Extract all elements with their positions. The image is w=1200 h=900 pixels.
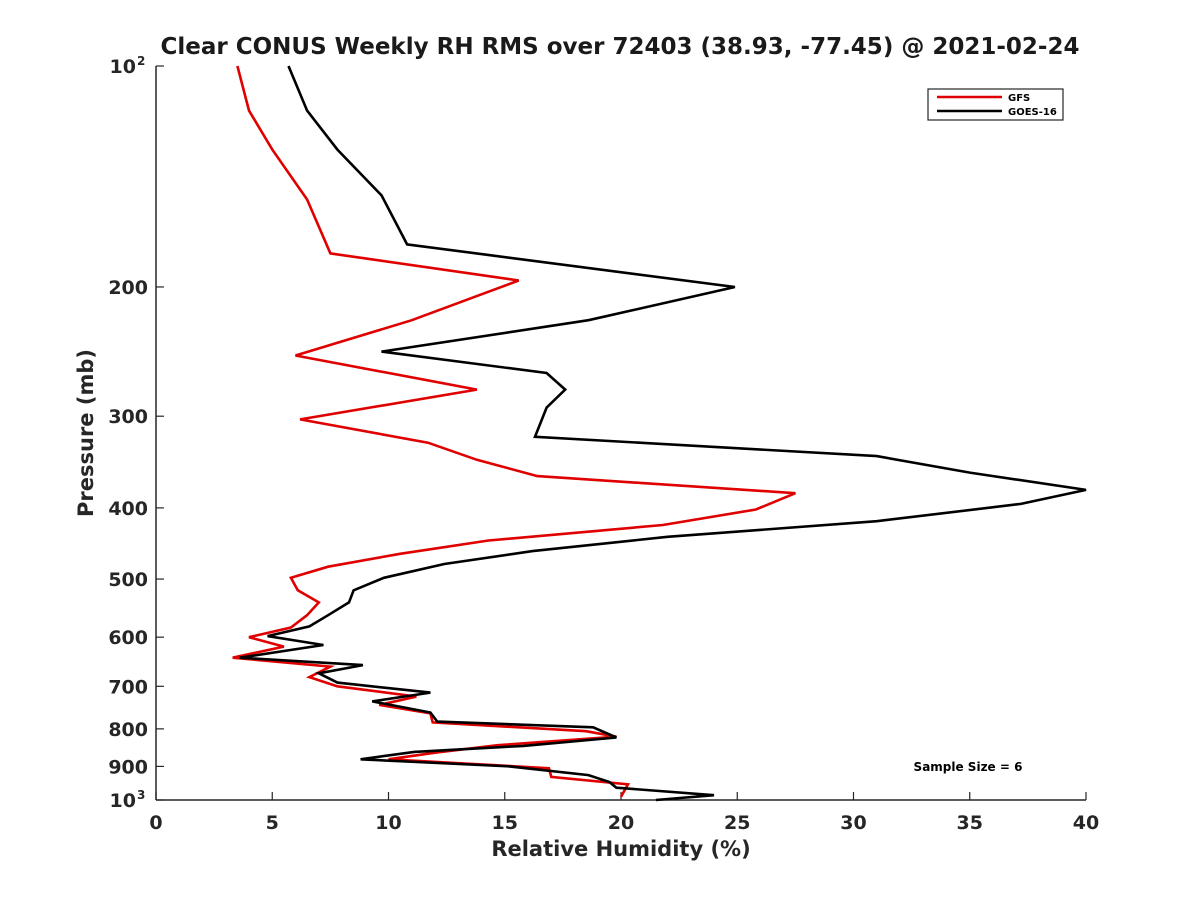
series-line-goes-16 [239, 65, 1087, 802]
legend-label: GFS [1008, 93, 1030, 104]
y-tick-label: 200 [108, 277, 148, 299]
x-tick-label: 5 [266, 812, 279, 834]
x-axis-label: Relative Humidity (%) [491, 837, 750, 861]
y-tick-label: 300 [108, 406, 148, 428]
x-tick-label: 20 [608, 812, 634, 834]
y-tick-label: 700 [108, 676, 148, 698]
y-tick-label: 10 [110, 790, 136, 812]
x-tick-label: 30 [840, 812, 866, 834]
chart-title: Clear CONUS Weekly RH RMS over 72403 (38… [161, 34, 1080, 60]
sample-size-annotation: Sample Size = 6 [914, 760, 1023, 774]
legend-label: GOES-16 [1008, 107, 1057, 118]
y-tick-label: 10 [110, 56, 136, 78]
y-tick-label: 800 [108, 719, 148, 741]
y-tick-label: 400 [108, 498, 148, 520]
x-tick-label: 25 [724, 812, 750, 834]
plot-area: 0 5 10 15 20 25 30 35 40 10 220030040050060070080… [108, 54, 1099, 834]
y-tick-exponent: 3 [137, 788, 145, 802]
series-lines [232, 65, 1087, 802]
legend: GFS GOES-16 [927, 88, 1064, 121]
x-ticks: 0 5 10 15 20 25 30 35 40 [149, 792, 1099, 834]
legend-entries: GFS GOES-16 [937, 93, 1057, 118]
y-axis-label: Pressure (mb) [74, 349, 98, 517]
legend-box [927, 88, 1064, 121]
x-tick-label: 35 [957, 812, 983, 834]
x-tick-label: 10 [375, 812, 401, 834]
y-tick-label: 600 [108, 627, 148, 649]
x-tick-label: 15 [492, 812, 518, 834]
x-tick-label: 40 [1073, 812, 1099, 834]
x-tick-label: 0 [149, 812, 162, 834]
series-line-gfs [232, 65, 796, 798]
y-tick-label: 500 [108, 569, 148, 591]
y-tick-label: 900 [108, 756, 148, 778]
y-tick-exponent: 2 [137, 54, 145, 68]
